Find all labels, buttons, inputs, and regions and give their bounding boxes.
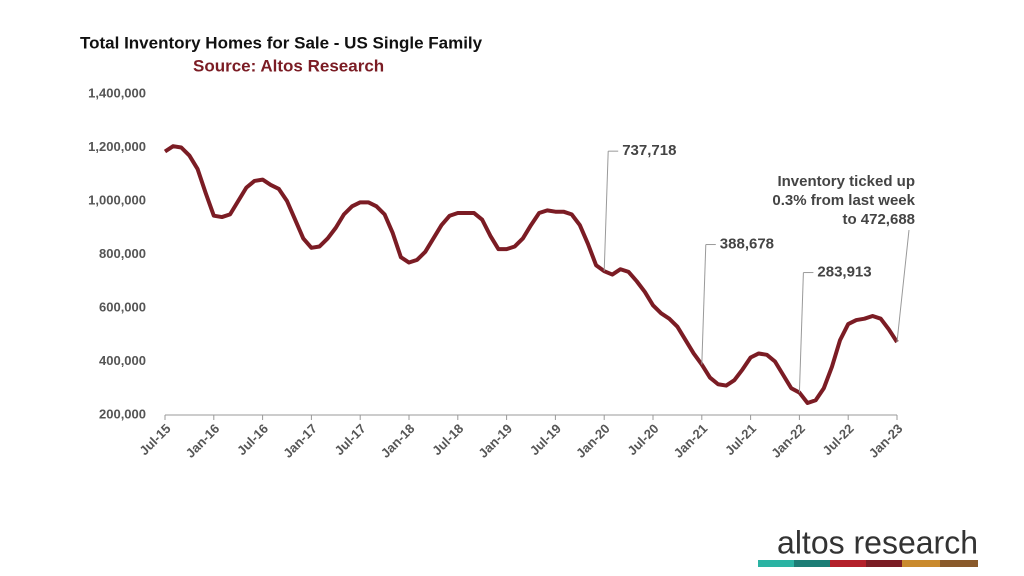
annotation-leader: [701, 244, 707, 365]
x-tick-label: Jan-19: [475, 421, 515, 461]
logo: altos research: [777, 524, 978, 560]
y-tick-label: 1,400,000: [88, 85, 146, 100]
y-tick-label: 400,000: [99, 353, 146, 368]
annotation-leader: [896, 230, 910, 343]
annotation: 388,678: [720, 235, 774, 252]
x-tick-label: Jan-16: [183, 421, 223, 461]
x-tick-label: Jan-23: [866, 421, 906, 461]
x-tick-label: Jan-17: [280, 421, 320, 461]
x-tick-label: Jul-16: [234, 421, 271, 458]
annotation: to 472,688: [842, 211, 915, 228]
annotation-leader: [603, 151, 609, 272]
y-tick-label: 800,000: [99, 246, 146, 261]
annotation-leader: [798, 272, 804, 393]
x-tick-label: Jul-15: [136, 421, 173, 458]
y-tick-label: 1,200,000: [88, 139, 146, 154]
logo-stripes: [758, 560, 978, 567]
y-tick-label: 600,000: [99, 299, 146, 314]
x-tick-label: Jan-21: [671, 421, 711, 461]
x-tick-label: Jul-22: [820, 421, 857, 458]
y-tick-label: 1,000,000: [88, 192, 146, 207]
annotation: Inventory ticked up: [777, 173, 915, 190]
annotation: 737,718: [622, 142, 676, 159]
y-tick-label: 200,000: [99, 406, 146, 421]
x-tick-label: Jul-21: [722, 421, 759, 458]
x-tick-label: Jul-17: [332, 421, 369, 458]
annotation: 283,913: [817, 264, 871, 281]
x-tick-label: Jul-18: [429, 421, 466, 458]
annotation: 0.3% from last week: [772, 192, 915, 209]
series-line: [163, 144, 899, 405]
chart-subtitle: Source: Altos Research: [193, 56, 384, 75]
x-tick-label: Jan-18: [378, 421, 418, 461]
x-tick-label: Jan-22: [768, 421, 808, 461]
x-tick-label: Jul-20: [624, 421, 661, 458]
x-tick-label: Jan-20: [573, 421, 613, 461]
x-tick-label: Jul-19: [527, 421, 564, 458]
chart-title: Total Inventory Homes for Sale - US Sing…: [80, 33, 483, 52]
